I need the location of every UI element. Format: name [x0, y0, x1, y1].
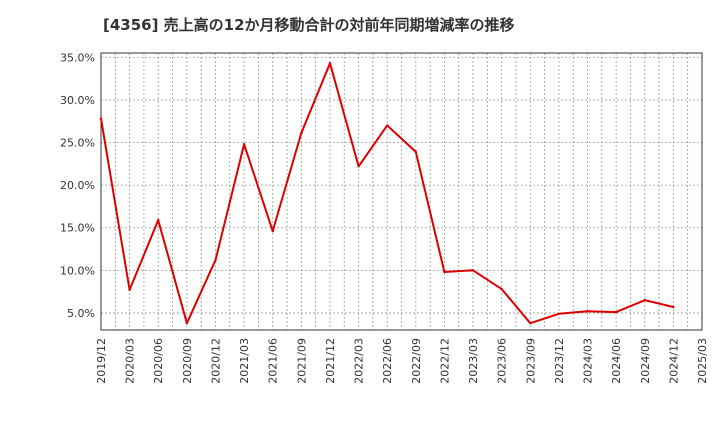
y-tick-label: 15.0%	[60, 222, 95, 235]
x-tick-label: 2020/09	[181, 338, 194, 384]
data-point	[99, 117, 103, 120]
x-tick-label: 2023/03	[467, 338, 480, 384]
data-point	[185, 321, 189, 325]
x-tick-label: 2025/03	[696, 338, 709, 384]
x-tick-label: 2023/12	[553, 338, 566, 384]
x-tick-label: 2021/03	[238, 338, 251, 384]
y-tick-label: 20.0%	[60, 179, 95, 192]
y-tick-label: 25.0%	[60, 136, 95, 149]
data-point	[557, 312, 561, 316]
data-point	[300, 131, 303, 135]
y-tick-label: 30.0%	[60, 94, 95, 107]
y-tick-labels: 5.0% 10.0% 15.0% 20.0% 25.0% 30.0% 35.0%	[60, 51, 95, 320]
x-tick-label: 2020/12	[209, 338, 222, 384]
x-tick-label: 2024/12	[667, 338, 680, 384]
x-tick-label: 2022/12	[438, 338, 451, 384]
x-tick-label: 2021/09	[295, 338, 308, 384]
series-layer	[99, 62, 675, 325]
data-point	[672, 305, 675, 309]
chart-title: [4356] 売上高の12か月移動合計の対前年同期増減率の推移	[103, 16, 515, 34]
x-tick-label: 2020/06	[152, 338, 165, 384]
data-point	[529, 321, 532, 325]
data-point	[414, 150, 418, 154]
data-point	[643, 298, 646, 302]
data-point	[385, 124, 389, 127]
y-tick-label: 35.0%	[60, 51, 95, 64]
data-point	[214, 258, 217, 262]
data-point	[614, 310, 618, 314]
x-tick-label: 2022/09	[410, 338, 423, 384]
x-tick-labels: 2019/12 2020/03 2020/06 2020/09 2020/12 2021/…	[95, 338, 709, 384]
data-point	[271, 229, 274, 233]
y-tick-label: 5.0%	[67, 307, 95, 320]
x-tick-label: 2023/06	[496, 338, 509, 384]
x-tick-label: 2024/03	[582, 338, 595, 384]
y-tick-label: 10.0%	[60, 264, 95, 277]
data-point	[443, 270, 446, 274]
x-tick-label: 2021/12	[324, 338, 337, 384]
data-point	[242, 142, 246, 146]
x-tick-label: 2021/06	[267, 338, 280, 384]
data-point	[128, 288, 131, 292]
axis-layer	[100, 52, 703, 331]
data-point	[500, 287, 503, 291]
data-point	[471, 269, 475, 272]
x-tick-label: 2024/06	[610, 338, 623, 384]
x-tick-label: 2024/09	[639, 338, 652, 384]
x-tick-label: 2023/09	[524, 338, 537, 384]
grid-layer	[100, 53, 703, 330]
x-tick-label: 2020/03	[124, 338, 137, 384]
data-point	[586, 310, 589, 313]
x-tick-label: 2022/03	[353, 338, 366, 384]
data-point	[157, 218, 160, 222]
x-tick-label: 2022/06	[381, 338, 394, 384]
plot-frame	[100, 52, 703, 331]
data-point	[357, 165, 360, 168]
data-point	[328, 62, 332, 65]
x-tick-label: 2019/12	[95, 338, 108, 384]
